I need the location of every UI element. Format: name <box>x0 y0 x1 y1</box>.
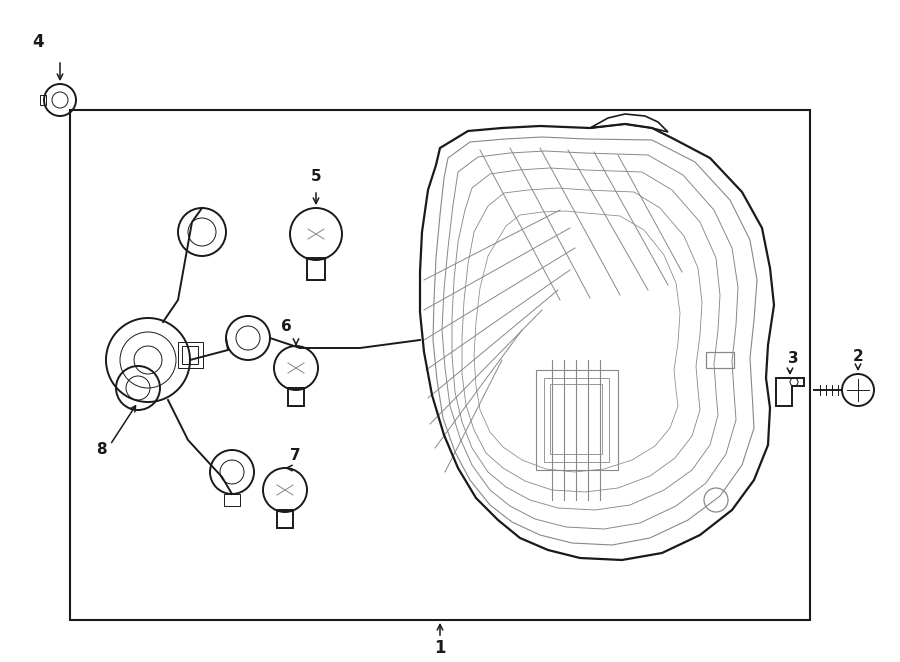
Text: 3: 3 <box>788 350 798 365</box>
Text: 6: 6 <box>281 318 292 334</box>
Bar <box>224 494 240 506</box>
Text: 4: 4 <box>32 33 44 51</box>
Text: 8: 8 <box>95 442 106 457</box>
Text: 5: 5 <box>310 169 321 183</box>
Text: 2: 2 <box>852 348 863 363</box>
Bar <box>277 510 293 528</box>
Text: 1: 1 <box>435 639 446 657</box>
Bar <box>550 384 602 454</box>
Bar <box>536 370 618 470</box>
Text: 7: 7 <box>290 448 301 463</box>
Bar <box>182 346 198 364</box>
Bar <box>706 352 734 368</box>
Bar <box>307 258 325 280</box>
Bar <box>70 110 810 620</box>
Bar <box>40 95 46 105</box>
Bar <box>544 378 609 462</box>
Bar <box>288 388 304 406</box>
